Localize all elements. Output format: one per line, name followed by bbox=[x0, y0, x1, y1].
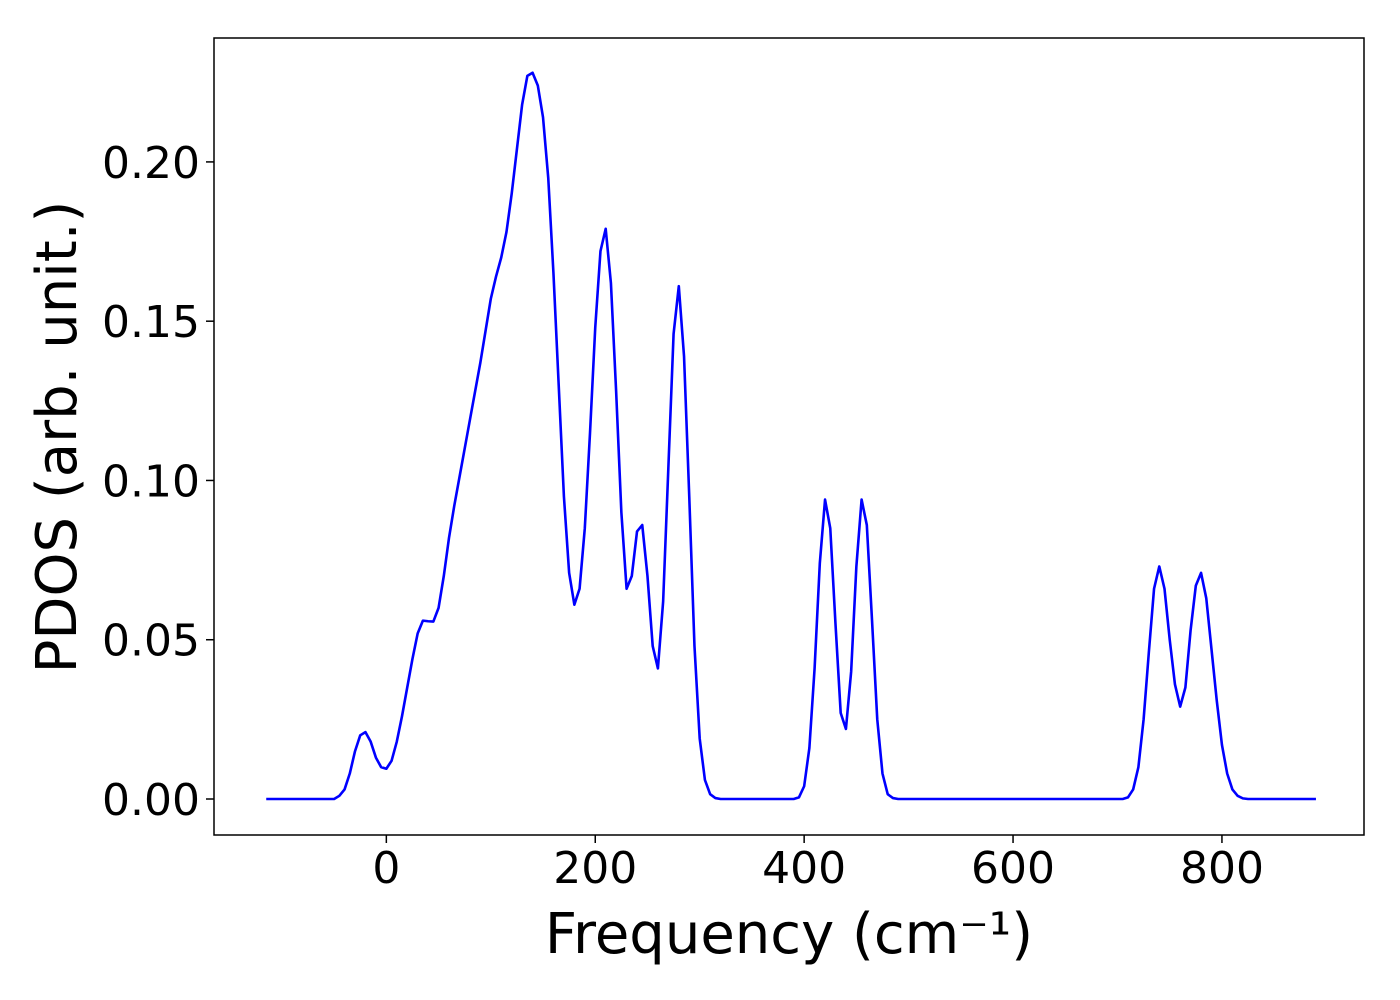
pdos-line bbox=[266, 71, 1316, 801]
x-axis-label: Frequency (cm⁻¹) bbox=[545, 902, 1033, 967]
plot-frame bbox=[213, 37, 1365, 836]
x-tick-label: 600 bbox=[971, 843, 1055, 894]
y-tick-label: 0.20 bbox=[102, 138, 200, 189]
y-tick-label: 0.10 bbox=[102, 456, 200, 507]
y-tick-label: 0.00 bbox=[102, 775, 200, 826]
x-tick-label: 400 bbox=[762, 843, 846, 894]
y-axis-label: PDOS (arb. unit.) bbox=[25, 201, 90, 674]
x-tick-label: 200 bbox=[553, 843, 637, 894]
x-tick-label: 800 bbox=[1180, 843, 1264, 894]
y-tick-label: 0.15 bbox=[102, 297, 200, 348]
y-tick-label: 0.05 bbox=[102, 616, 200, 667]
x-tick-label: 0 bbox=[372, 843, 400, 894]
